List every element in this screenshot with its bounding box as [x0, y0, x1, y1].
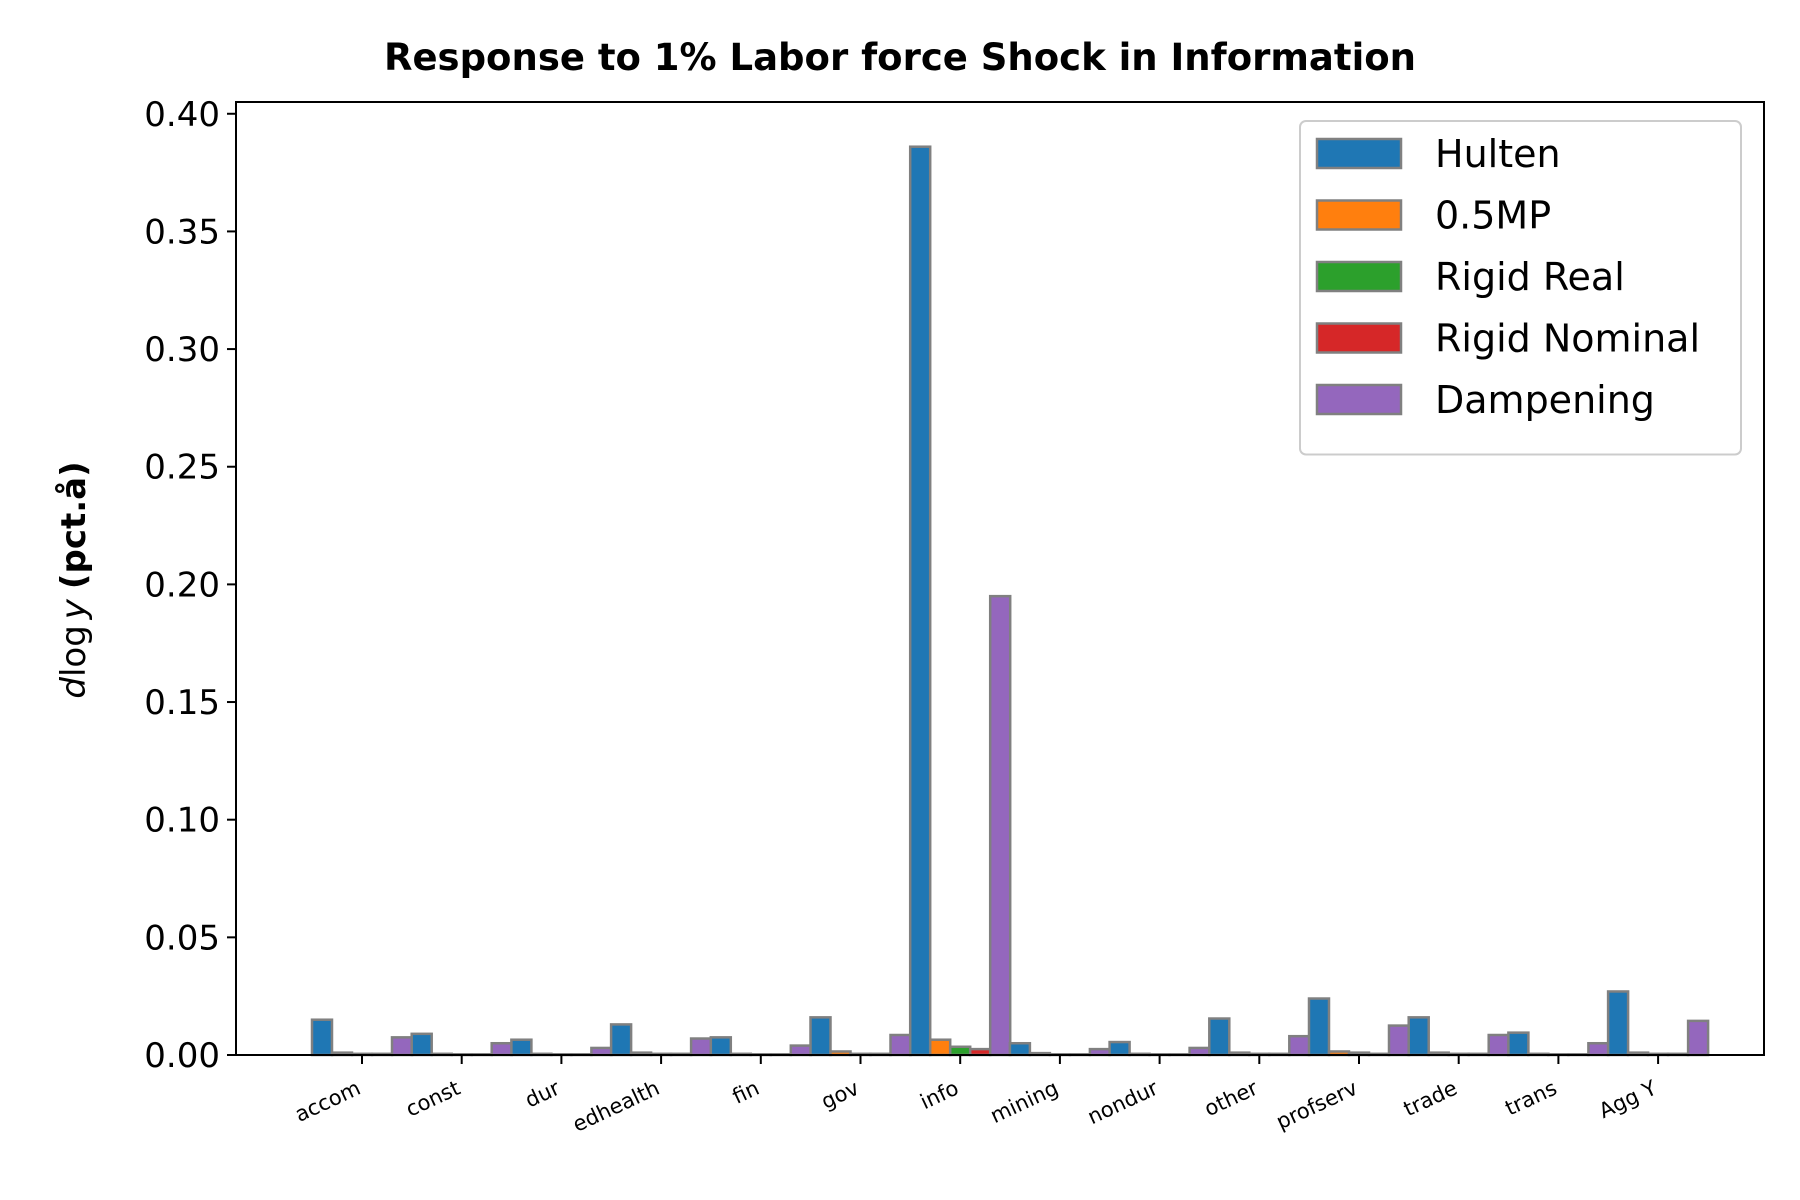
- y-tick-label: 0.20: [144, 565, 220, 605]
- legend: Hulten 0.5MP Rigid Real Rigid Nominal Dampen…: [1299, 120, 1742, 456]
- legend-swatch-0-5mp: [1315, 199, 1403, 231]
- plot-frame: [235, 101, 1765, 1056]
- legend-swatch-rigid-nominal: [1315, 322, 1403, 354]
- y-tick-label: 0.40: [144, 95, 220, 135]
- bar-hulten-gov: [809, 1016, 832, 1057]
- y-axis-label-d: d: [54, 677, 94, 699]
- bar-dampening-dur: [590, 1046, 613, 1057]
- y-axis-label-unit: (pct.å): [54, 461, 94, 589]
- bar-hulten-edhealth: [609, 1023, 633, 1057]
- legend-label-rigid-real: Rigid Real: [1435, 255, 1625, 299]
- y-tick-label: 0.00: [144, 1036, 220, 1076]
- bar-dampening-profserv: [1387, 1024, 1411, 1057]
- x-tick-label: const: [402, 1076, 464, 1122]
- chart-title: Response to 1% Labor force Shock in Info…: [383, 36, 1417, 79]
- x-tick-label: mining: [987, 1076, 1062, 1128]
- bar-dampening-info: [988, 594, 1012, 1057]
- legend-box: [1299, 120, 1742, 456]
- x-tick-label: trans: [1501, 1076, 1560, 1121]
- bar-hulten-agg-y: [1606, 990, 1630, 1057]
- bar-dampening-const: [490, 1041, 513, 1057]
- x-tick-label: dur: [521, 1076, 563, 1113]
- bar-hulten-other: [1208, 1017, 1231, 1057]
- bar-hulten-fin: [709, 1036, 733, 1057]
- bar-hulten-trade: [1407, 1016, 1430, 1057]
- bar-hulten-info: [908, 145, 932, 1057]
- bar-hulten-nondur: [1108, 1040, 1131, 1057]
- y-tick-label: 0.35: [144, 212, 220, 252]
- bar-hulten-const: [410, 1032, 433, 1057]
- y-tick-label: 0.25: [144, 448, 220, 488]
- y-axis: 0.00 0.05 0.10 0.15 0.20 0.25 0.30 0.35 0.40: [144, 95, 236, 1076]
- x-tick-label: info: [916, 1076, 962, 1114]
- x-tick-label: Agg Y: [1595, 1076, 1660, 1123]
- x-tick-label: nondur: [1084, 1076, 1162, 1129]
- bar-hulten-profserv: [1307, 997, 1331, 1057]
- y-axis-label: dlog y (pct.å): [54, 461, 94, 698]
- bar-dampening-trans: [1587, 1041, 1610, 1057]
- x-tick-label: other: [1201, 1076, 1262, 1122]
- y-tick-label: 0.30: [144, 330, 220, 370]
- x-tick-label: edhealth: [569, 1076, 663, 1137]
- bar-dampening-nondur: [1188, 1046, 1211, 1057]
- legend-swatch-dampening: [1315, 383, 1403, 416]
- bar-dampening-edhealth: [689, 1037, 713, 1057]
- legend-label-0-5mp: 0.5MP: [1435, 194, 1551, 238]
- legend-swatch-hulten: [1315, 137, 1403, 170]
- legend-label-hulten: Hulten: [1435, 132, 1561, 176]
- bar-hulten-mining: [1008, 1041, 1032, 1057]
- x-tick-label: accom: [291, 1076, 364, 1127]
- legend-label-dampening: Dampening: [1435, 378, 1655, 422]
- bar-dampening-trade: [1487, 1033, 1510, 1057]
- bar-hulten-accom: [310, 1018, 334, 1057]
- x-tick-label: trade: [1400, 1076, 1461, 1121]
- bar-dampening-agg-y: [1686, 1019, 1710, 1057]
- legend-swatch-rigid-real: [1315, 260, 1403, 293]
- bar-rigid-real-info: [948, 1045, 972, 1057]
- bar-hulten-trans: [1507, 1031, 1530, 1057]
- y-tick-label: 0.15: [144, 683, 220, 723]
- bar-hulten-dur: [510, 1038, 533, 1057]
- x-axis: accom const dur edhealth fin gov info mining non…: [291, 1055, 1660, 1137]
- bar-dampening-other: [1288, 1034, 1311, 1057]
- y-axis-label-log: log: [54, 625, 94, 677]
- y-axis-label-y: y: [54, 598, 94, 620]
- bar-dampening-gov: [889, 1033, 912, 1057]
- bar-dampening-accom: [390, 1036, 414, 1057]
- bar-dampening-fin: [789, 1044, 813, 1057]
- x-tick-label: profserv: [1272, 1076, 1361, 1134]
- bar-0-5mp-info: [928, 1038, 952, 1057]
- x-tick-label: gov: [817, 1076, 862, 1114]
- legend-label-rigid-nominal: Rigid Nominal: [1435, 317, 1700, 361]
- y-tick-label: 0.05: [144, 918, 220, 958]
- x-tick-label: fin: [729, 1076, 763, 1109]
- y-tick-label: 0.10: [144, 801, 220, 841]
